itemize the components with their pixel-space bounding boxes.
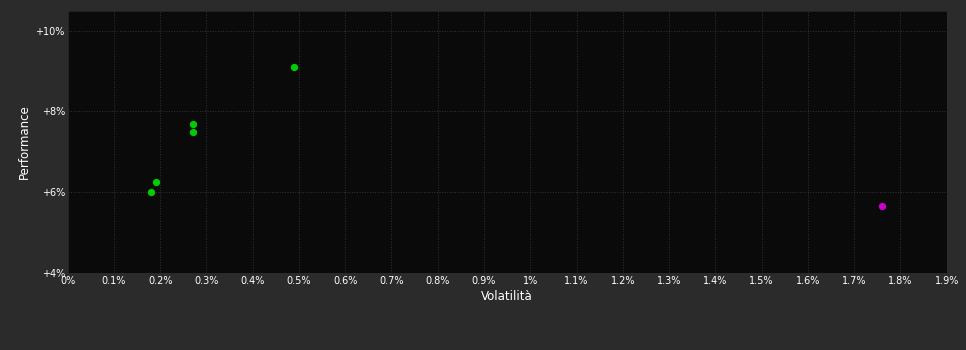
Point — [185, 121, 201, 126]
Point — [185, 129, 200, 134]
Point — [148, 179, 163, 185]
X-axis label: Volatilità: Volatilità — [481, 290, 533, 303]
Point — [874, 204, 890, 209]
Point — [143, 189, 158, 195]
Point — [287, 64, 302, 70]
Y-axis label: Performance: Performance — [18, 104, 31, 179]
